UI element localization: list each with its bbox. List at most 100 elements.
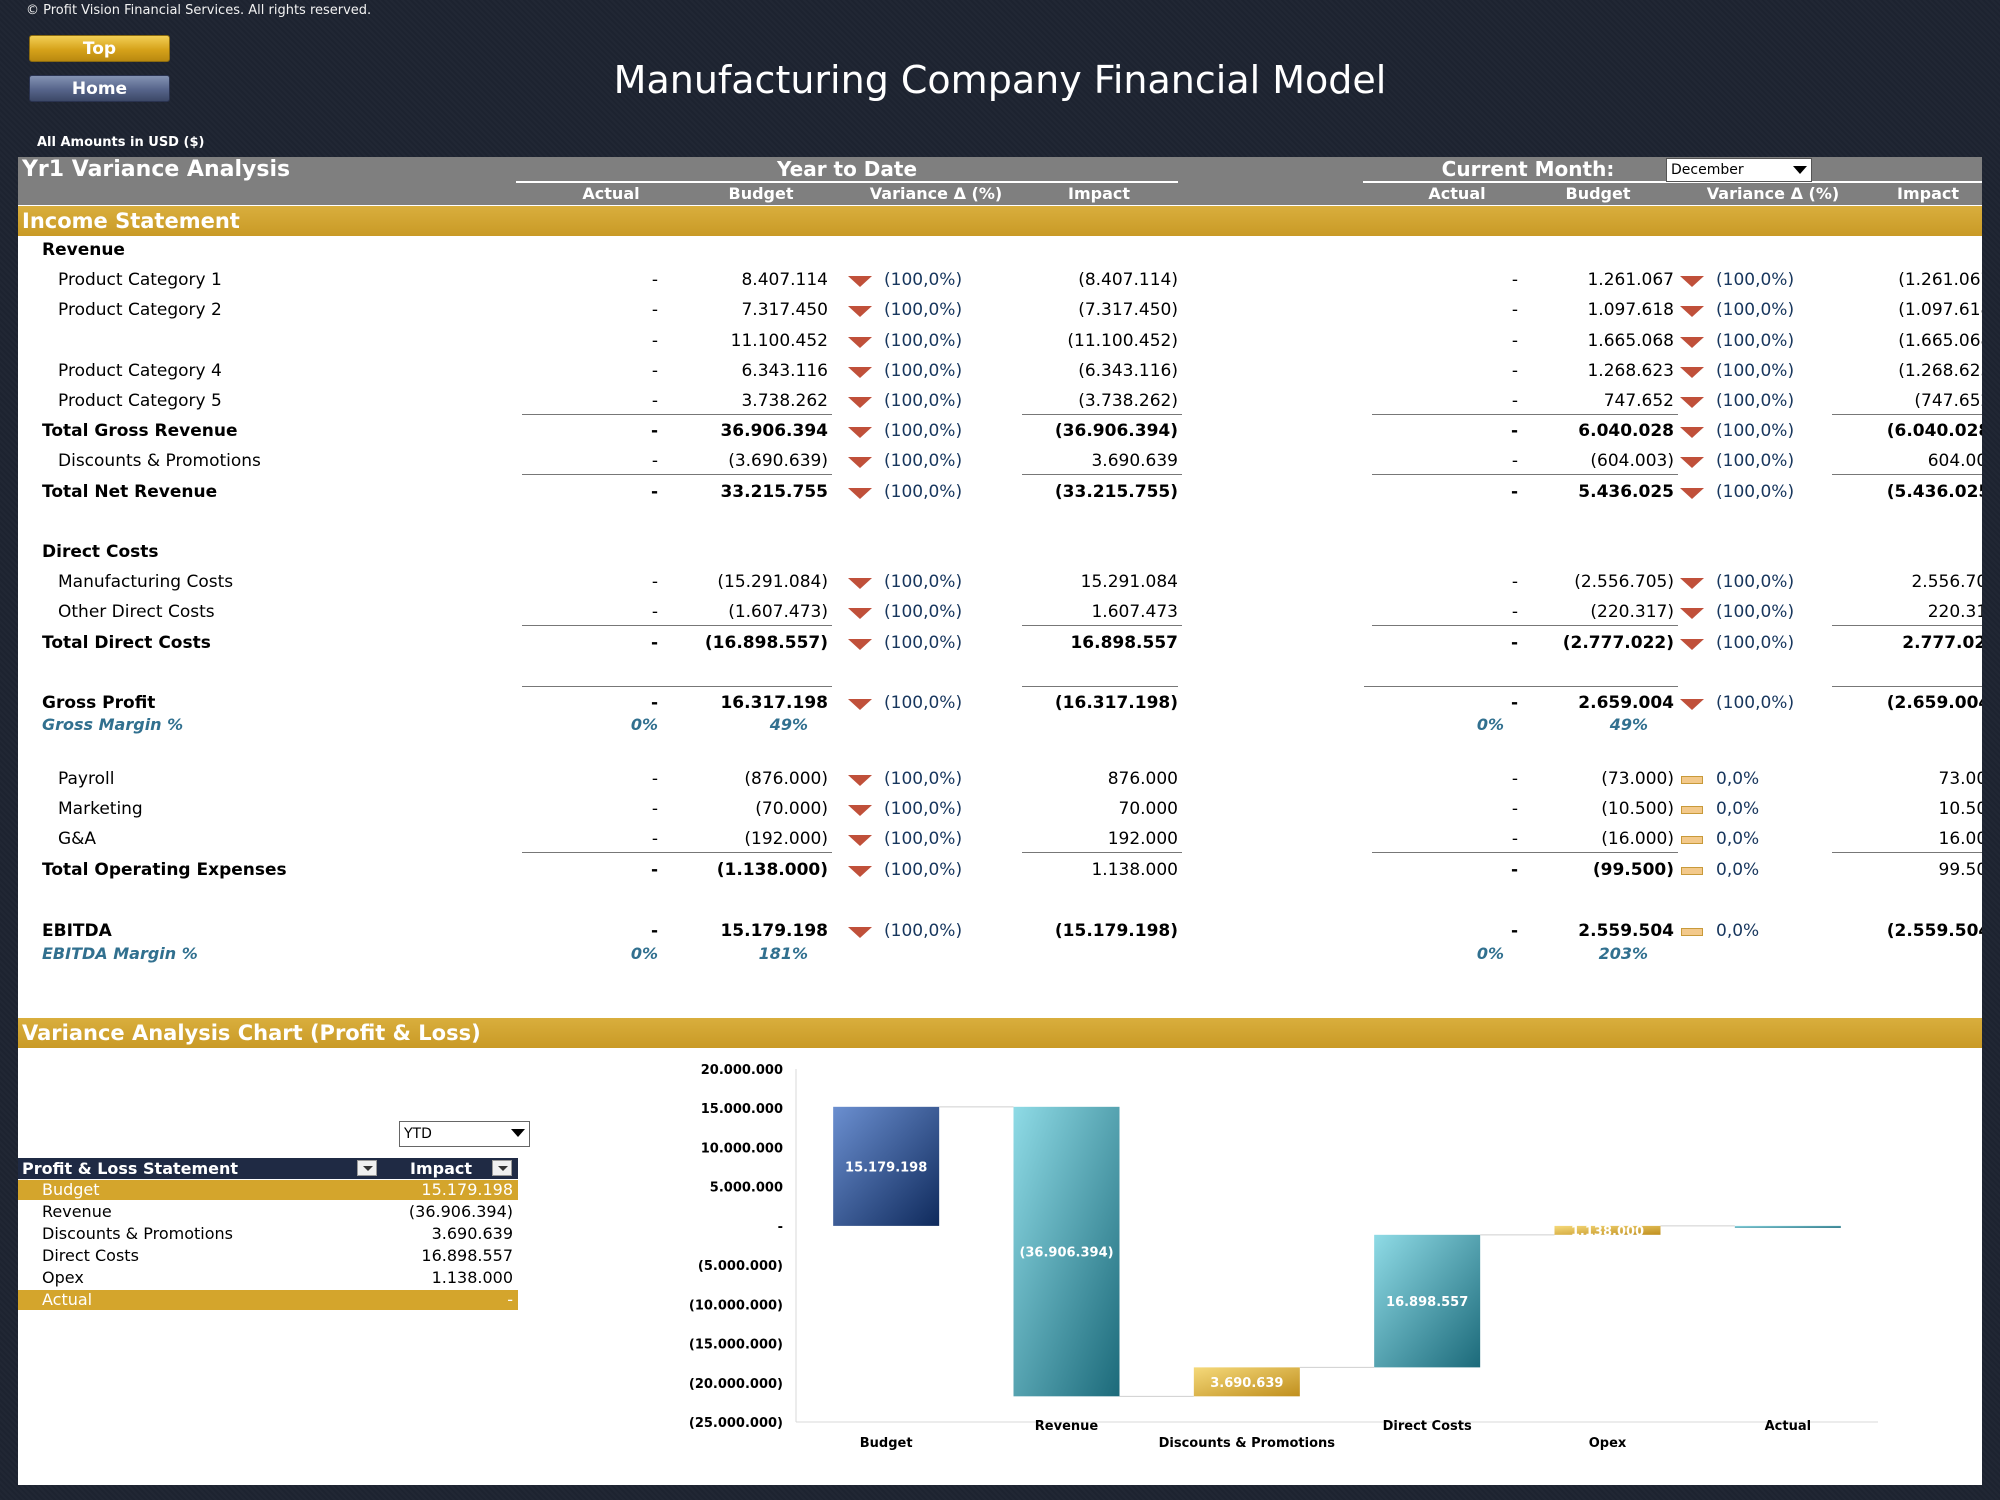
trend-down-icon	[1680, 457, 1704, 469]
y-tick-label: 15.000.000	[701, 1102, 783, 1117]
y-tick-label: (25.000.000)	[689, 1416, 783, 1431]
trend-down-icon	[848, 699, 872, 710]
ytd-budget: 16.317.198	[720, 693, 828, 713]
ytd-budget: (1.138.000)	[716, 859, 828, 880]
period-select[interactable]: YTD	[399, 1121, 530, 1147]
pl-highlight-row	[18, 1290, 518, 1310]
cm-budget: 1.665.068	[1587, 330, 1674, 351]
x-category-label: Revenue	[1035, 1419, 1099, 1434]
pl-row-value: 3.690.639	[431, 1224, 513, 1243]
x-category-label: Discounts & Promotions	[1159, 1436, 1336, 1451]
ytd-variance: (100,0%)	[884, 300, 963, 321]
ytd-variance: (100,0%)	[884, 391, 963, 411]
ytd-actual: -	[651, 270, 658, 291]
ytd-actual: -	[651, 330, 658, 351]
ytd-impact: (11.100.452)	[1067, 330, 1178, 351]
underline-divider	[1832, 852, 1982, 854]
month-select-value: December	[1671, 162, 1744, 178]
ytd-actual: -	[651, 602, 658, 623]
top-button[interactable]: Top	[29, 35, 170, 62]
ytd-budget: (16.898.557)	[704, 632, 828, 653]
trend-down-icon	[848, 366, 872, 378]
cm-col-impact: Impact	[1896, 184, 1959, 203]
cm-col-budget: Budget	[1565, 184, 1631, 203]
ytd-variance: (100,0%)	[884, 421, 963, 442]
ytd-impact: 70.000	[1118, 799, 1178, 820]
ytd-budget: (3.690.639)	[728, 451, 828, 472]
ytd-variance: (100,0%)	[884, 481, 963, 502]
trend-flat-icon	[1681, 836, 1703, 845]
pl-row-label: Budget	[42, 1180, 100, 1199]
cm-variance: (100,0%)	[1716, 391, 1795, 411]
pl-row-value: 15.179.198	[421, 1180, 513, 1199]
ytd-actual: -	[651, 829, 658, 850]
cm-impact: (1.268.623)	[1898, 360, 1982, 381]
ytd-variance: (100,0%)	[884, 632, 963, 653]
underline-divider	[1022, 414, 1182, 415]
cm-impact: 220.317	[1927, 602, 1982, 623]
cm-actual: -	[1511, 451, 1518, 472]
cm-impact: 10.500	[1938, 799, 1982, 820]
cm-margin-budget: 203%	[1598, 944, 1648, 963]
underline-divider	[1832, 625, 1982, 627]
trend-down-icon	[1680, 306, 1704, 318]
ytd-impact: (3.738.262)	[1078, 391, 1178, 411]
cm-budget: (2.556.705)	[1574, 572, 1674, 593]
income-statement-band: Income Statement	[18, 206, 1982, 236]
ytd-actual: -	[651, 572, 658, 593]
ytd-budget: 3.738.262	[741, 391, 828, 411]
underline-divider	[522, 685, 832, 687]
ytd-actual: -	[651, 451, 658, 472]
period-select-value: YTD	[404, 1126, 432, 1142]
cm-col-actual: Actual	[1428, 184, 1486, 203]
margin-label: Gross Margin %	[42, 715, 184, 734]
cm-budget: (2.777.022)	[1562, 632, 1674, 653]
trend-down-icon	[848, 865, 872, 877]
trend-down-icon	[848, 487, 872, 499]
ytd-variance: (100,0%)	[884, 859, 963, 880]
home-button[interactable]: Home	[29, 75, 170, 102]
cm-variance: 0,0%	[1716, 799, 1760, 820]
cm-variance: (100,0%)	[1716, 360, 1795, 381]
x-category-label: Opex	[1589, 1436, 1627, 1451]
cm-margin-budget: 49%	[1609, 715, 1648, 734]
underline-divider	[1022, 625, 1182, 627]
row-label: Product Category 1	[58, 270, 222, 291]
waterfall-bar	[1013, 1106, 1120, 1397]
pl-impact-filter-button[interactable]	[492, 1160, 512, 1176]
ytd-variance: (100,0%)	[884, 451, 963, 472]
bar-value-label: 15.179.198	[845, 1160, 927, 1175]
cm-variance: 0,0%	[1716, 859, 1760, 880]
y-tick-label: 20.000.000	[701, 1063, 783, 1078]
pl-label-filter-button[interactable]	[357, 1160, 377, 1176]
cm-variance: (100,0%)	[1716, 572, 1795, 593]
ytd-budget: 6.343.116	[741, 360, 828, 381]
ytd-variance: (100,0%)	[884, 829, 963, 850]
y-tick-label: (15.000.000)	[689, 1338, 783, 1353]
ytd-actual: -	[650, 421, 658, 442]
cm-actual: -	[1511, 572, 1518, 593]
trend-down-icon	[848, 427, 872, 439]
underline-divider	[1372, 414, 1678, 415]
ytd-budget: 15.179.198	[720, 921, 828, 941]
row-label: Payroll	[58, 769, 115, 789]
cm-variance: (100,0%)	[1716, 481, 1795, 502]
cm-budget: (220.317)	[1590, 602, 1674, 623]
underline-divider	[522, 625, 832, 627]
trend-down-icon	[1680, 366, 1704, 378]
ytd-budget: (1.607.473)	[728, 602, 828, 623]
currency-note: All Amounts in USD ($)	[37, 135, 205, 150]
cm-budget: 2.559.504	[1578, 921, 1674, 941]
month-select[interactable]: December	[1666, 158, 1812, 182]
ytd-variance: (100,0%)	[884, 693, 963, 713]
trend-down-icon	[1680, 699, 1704, 710]
row-label: G&A	[58, 829, 97, 850]
cm-impact: 2.556.705	[1911, 572, 1982, 593]
ytd-margin-actual: 0%	[630, 715, 658, 734]
trend-down-icon	[1680, 276, 1704, 288]
cm-budget: 5.436.025	[1578, 481, 1674, 502]
trend-down-icon	[1680, 487, 1704, 499]
underline-divider	[1364, 685, 1678, 687]
cm-variance: 0,0%	[1716, 769, 1760, 789]
ytd-margin-actual: 0%	[630, 944, 658, 963]
